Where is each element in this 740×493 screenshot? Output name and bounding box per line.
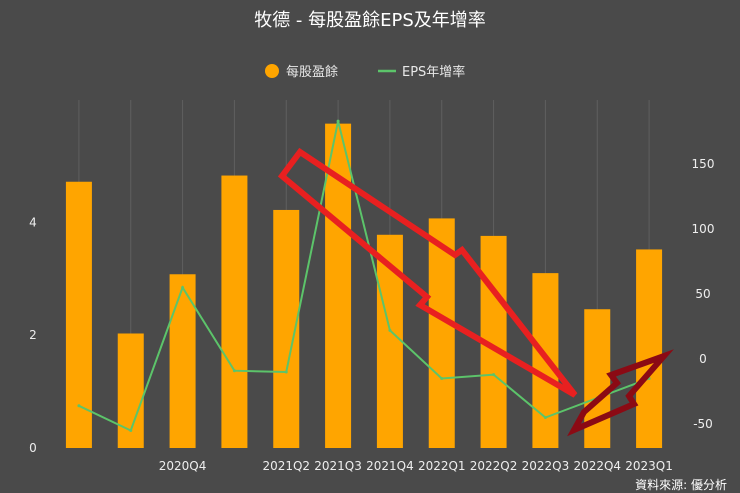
- legend-bar-swatch: [265, 64, 279, 78]
- growth-line: [78, 120, 650, 432]
- gridlines: [78, 100, 650, 448]
- y-axis-left: 0 2 4: [29, 215, 37, 455]
- growth-point: [181, 286, 185, 289]
- y-left-tick-label: 0: [29, 441, 37, 455]
- legend-label-eps: 每股盈餘: [286, 64, 338, 80]
- bar-eps: [65, 181, 92, 448]
- growth-point: [543, 416, 547, 419]
- source-note: 資料來源: 優分析: [635, 478, 727, 492]
- bar-eps: [636, 249, 663, 448]
- y-right-tick-label: -50: [693, 417, 713, 431]
- red-downtrend-arrow: [277, 147, 578, 398]
- y-left-tick-label: 4: [29, 215, 37, 229]
- annotation-arrows: [277, 147, 674, 437]
- x-axis: 2020Q4 2021Q2 2021Q3 2021Q4 2022Q1 2022Q2 2022…: [159, 459, 673, 473]
- y-axis-right: -50 0 50 100 150: [692, 157, 715, 431]
- growth-point: [284, 370, 288, 374]
- y-right-tick-label: 50: [695, 287, 710, 301]
- legend-label-growth: EPS年增率: [402, 64, 465, 80]
- growth-point: [77, 404, 81, 408]
- x-tick-label: 2021Q4: [366, 459, 414, 473]
- legend: 每股盈餘 EPS年增率: [265, 64, 465, 80]
- x-tick-label: 2022Q2: [470, 459, 518, 473]
- bar-eps: [428, 218, 455, 448]
- x-tick-label: 2020Q4: [159, 459, 207, 473]
- darkred-uptrend-arrow: [567, 349, 674, 437]
- y-right-tick-label: 0: [699, 352, 707, 366]
- x-tick-label: 2021Q2: [262, 459, 310, 473]
- y-right-tick-label: 150: [692, 157, 715, 171]
- growth-point: [440, 377, 444, 380]
- x-tick-label: 2021Q3: [314, 459, 362, 473]
- growth-point: [129, 429, 133, 432]
- growth-point: [336, 119, 340, 123]
- y-left-tick-label: 2: [29, 328, 37, 342]
- bar-eps: [221, 175, 248, 449]
- x-tick-label: 2022Q3: [522, 459, 570, 473]
- x-tick-label: 2023Q1: [625, 459, 673, 473]
- bar-eps: [584, 309, 611, 448]
- y-right-tick-label: 100: [692, 222, 715, 236]
- growth-point: [232, 369, 236, 373]
- bars: [65, 123, 663, 449]
- x-tick-label: 2022Q4: [573, 459, 621, 473]
- growth-point: [492, 373, 496, 377]
- x-tick-label: 2022Q1: [418, 459, 466, 473]
- chart-title: 牧德 - 每股盈餘EPS及年增率: [254, 10, 486, 31]
- growth-point: [388, 328, 392, 332]
